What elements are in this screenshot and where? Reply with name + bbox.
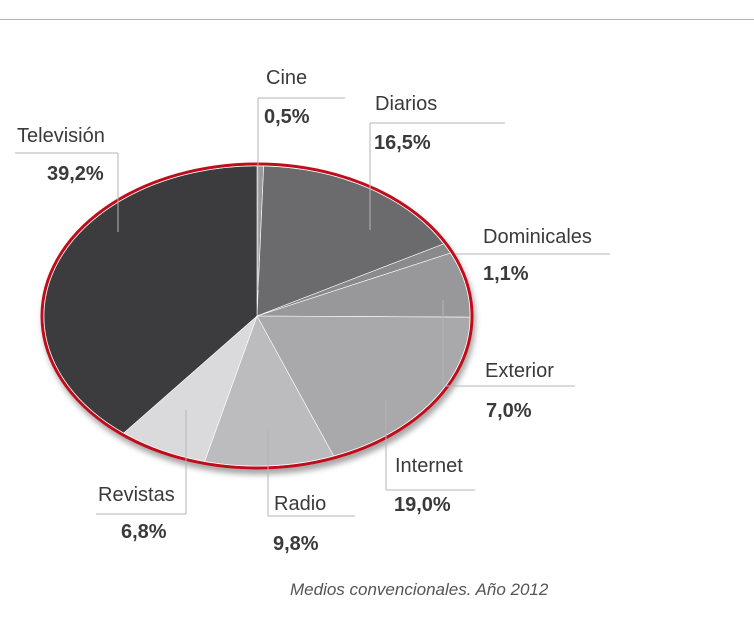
pie-slice-radio <box>204 315 335 467</box>
value-dominicales: 1,1% <box>483 263 529 285</box>
value-internet: 19,0% <box>394 494 451 516</box>
top-divider <box>0 19 754 20</box>
pie-slices <box>43 165 471 467</box>
label-revistas: Revistas <box>98 484 175 506</box>
label-internet: Internet <box>395 455 463 477</box>
pie-slice-television <box>43 165 258 434</box>
label-diarios: Diarios <box>375 93 438 115</box>
label-exterior: Exterior <box>485 360 554 382</box>
label-television: Televisión <box>17 125 105 147</box>
chart-caption: Medios convencionales. Año 2012 <box>290 580 549 599</box>
value-exterior: 7,0% <box>486 400 532 422</box>
value-radio: 9,8% <box>273 533 319 555</box>
value-television: 39,2% <box>47 163 104 185</box>
value-cine: 0,5% <box>264 106 310 128</box>
pie-slice-internet <box>256 315 471 457</box>
value-revistas: 6,8% <box>121 521 167 543</box>
pie-slice-diarios <box>256 165 445 317</box>
leader-lines <box>15 97 610 517</box>
label-dominicales: Dominicales <box>483 226 592 248</box>
value-diarios: 16,5% <box>374 132 431 154</box>
label-cine: Cine <box>266 67 308 89</box>
label-radio: Radio <box>274 493 327 515</box>
